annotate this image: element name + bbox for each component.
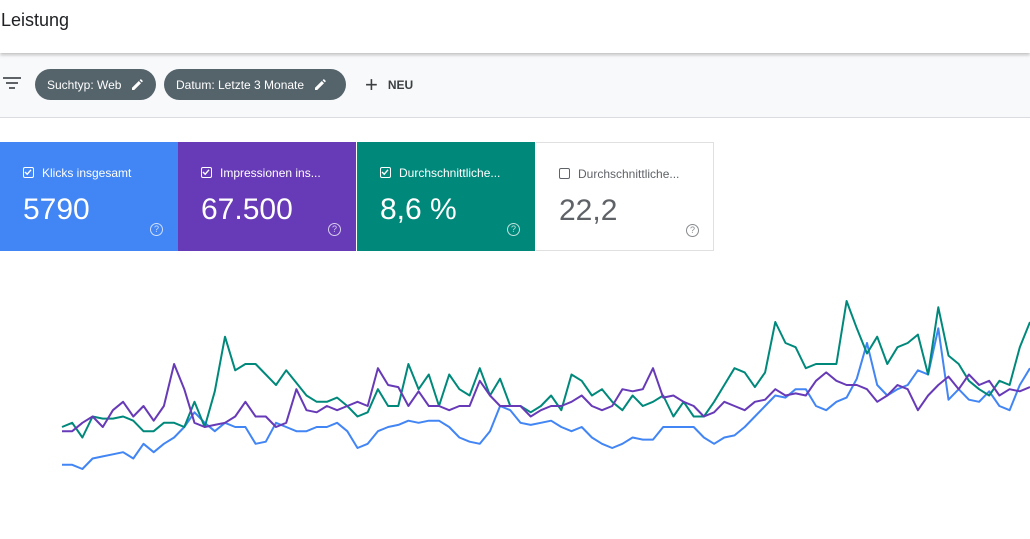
metric-label: Impressionen ins... (220, 166, 321, 180)
help-icon[interactable]: ? (507, 223, 520, 236)
edit-icon[interactable] (131, 78, 144, 91)
new-filter-label: NEU (387, 78, 414, 92)
edit-icon[interactable] (314, 78, 326, 91)
checkbox-checked-icon[interactable] (23, 167, 34, 178)
metric-card-impressions[interactable]: Impressionen ins... 67.500 ? (178, 142, 356, 251)
filter-chip-label: Suchtyp: Web (47, 77, 122, 92)
filter-chip-label: Datum: Letzte 3 Monate (176, 77, 305, 92)
checkbox-unchecked-icon[interactable] (559, 168, 570, 179)
new-filter-button[interactable]: + NEU (365, 72, 414, 97)
metric-value: 22,2 (559, 194, 618, 227)
help-icon[interactable]: ? (328, 223, 341, 236)
filter-chip-date[interactable]: Datum: Letzte 3 Monate (164, 69, 346, 100)
metric-label: Durchschnittliche... (578, 167, 680, 181)
help-icon[interactable]: ? (686, 224, 699, 237)
plus-icon: + (365, 72, 378, 97)
help-icon[interactable]: ? (150, 223, 163, 236)
metric-label: Klicks insgesamt (42, 166, 132, 180)
filter-icon[interactable] (3, 76, 21, 90)
chart-series-line-1 (61, 300, 1030, 439)
page-title: Leistung (1, 10, 70, 30)
metric-value: 8,6 % (380, 193, 457, 226)
performance-line-chart (61, 300, 1030, 470)
checkbox-checked-icon[interactable] (201, 167, 212, 178)
filter-chip-search-type[interactable]: Suchtyp: Web (35, 69, 156, 100)
metric-card-clicks[interactable]: Klicks insgesamt 5790 ? (0, 142, 178, 251)
chart-series-line-2 (62, 363, 1030, 433)
metric-card-ctr[interactable]: Durchschnittliche... 8,6 % ? (357, 142, 535, 251)
page-header: Leistung (0, 0, 1030, 53)
checkbox-checked-icon[interactable] (380, 167, 391, 178)
metric-label: Durchschnittliche... (399, 166, 501, 180)
metric-value: 5790 (23, 193, 90, 226)
metric-value: 67.500 (201, 193, 293, 226)
filter-bar: Suchtyp: Web Datum: Letzte 3 Monate + NE… (0, 55, 1030, 118)
metric-card-position[interactable]: Durchschnittliche... 22,2 ? (536, 142, 714, 251)
chart-series-line-0 (62, 327, 1030, 470)
